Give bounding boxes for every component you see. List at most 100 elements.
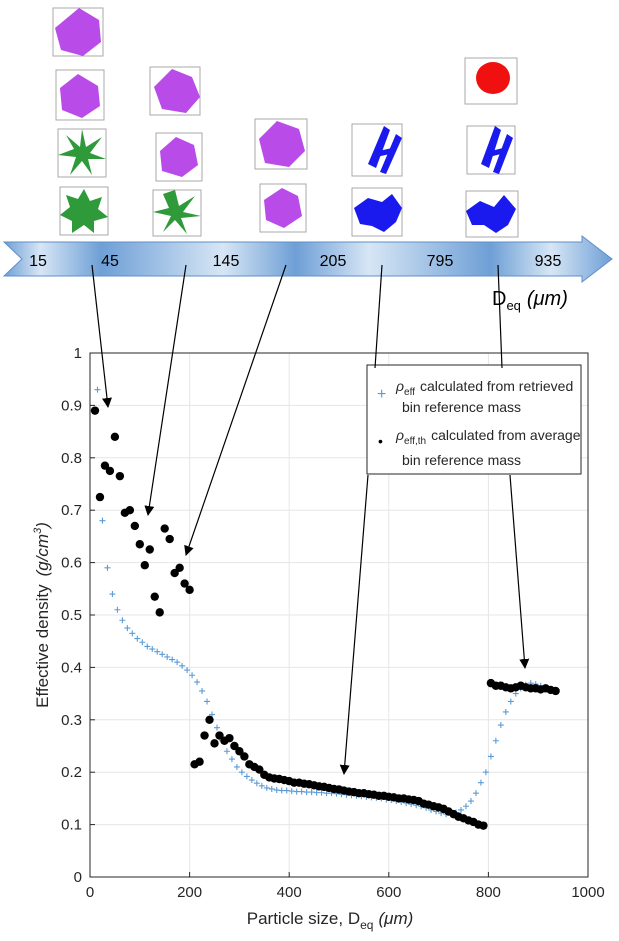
data-point-plus <box>223 748 230 755</box>
data-point-plus <box>228 756 235 763</box>
data-point-plus <box>134 635 141 642</box>
data-point-dot <box>145 545 154 554</box>
y-axis-label: Effective density (g/cm3) <box>32 522 52 708</box>
data-point-plus <box>139 639 146 646</box>
data-point-plus <box>487 753 494 760</box>
data-point-plus <box>204 698 211 705</box>
data-point-plus <box>492 737 499 744</box>
particle-hexagon-icon <box>149 66 201 116</box>
data-point-dot <box>150 592 159 601</box>
y-tick-label: 0.6 <box>61 555 82 572</box>
pointer-arrow-795-935-lower <box>509 474 530 669</box>
data-point-plus <box>149 646 156 653</box>
data-point-plus <box>233 763 240 770</box>
pointer-arrows <box>91 264 530 775</box>
data-point-dot <box>100 461 110 470</box>
x-tick-label: 0 <box>86 884 94 901</box>
arrow-size-label: 795 <box>427 253 454 270</box>
data-point-plus <box>213 724 220 731</box>
size-arrow-labels: 15 45 145 205 795 935 <box>29 253 561 270</box>
data-point-plus <box>119 617 126 624</box>
data-point-plus <box>462 803 469 810</box>
data-point-plus <box>258 782 265 789</box>
size-scale-arrow: 15 45 145 205 795 935 Deq (μm) <box>2 234 613 313</box>
legend-text-2a: calculated from average <box>431 427 581 443</box>
x-tick-label: 800 <box>476 884 501 901</box>
particle-star-icon <box>152 189 202 237</box>
data-point-plus <box>184 667 191 674</box>
x-tick-label: 200 <box>177 884 202 901</box>
particle-illustrations <box>52 7 519 238</box>
data-point-plus <box>129 630 136 637</box>
particle-hexagon-icon <box>55 69 105 121</box>
legend-text-1b: bin reference mass <box>402 399 521 415</box>
data-point-dot <box>105 466 115 476</box>
pointer-arrow-145-205 <box>184 264 287 556</box>
data-point-plus <box>104 564 111 571</box>
data-point-plus <box>512 690 519 697</box>
data-point-plus <box>497 722 504 729</box>
legend-text-2b: bin reference mass <box>402 452 521 468</box>
data-point-dot <box>170 568 179 578</box>
data-point-dot <box>110 432 120 442</box>
x-tick-label: 1000 <box>571 884 604 901</box>
data-point-plus <box>99 517 106 524</box>
x-tick-labels: 0 200 400 600 800 1000 <box>86 884 605 901</box>
data-point-plus <box>124 625 131 632</box>
data-point-plus <box>248 777 255 784</box>
data-point-dot <box>165 534 174 544</box>
y-tick-label: 0.5 <box>61 607 82 624</box>
arrow-size-label: 45 <box>101 253 119 270</box>
particle-star-icon <box>57 128 107 178</box>
y-tick-label: 0.9 <box>61 397 82 414</box>
data-point-dot <box>115 471 125 481</box>
particle-column-icon <box>465 190 519 238</box>
y-tick-label: 0.8 <box>61 450 82 467</box>
data-point-plus <box>238 769 245 776</box>
x-axis-label: Particle size, Deq (μm) <box>247 909 414 932</box>
y-tick-label: 0.7 <box>61 502 82 519</box>
y-axis-label-sup: 3 <box>32 527 44 534</box>
data-point-dot <box>235 747 244 756</box>
particle-sphere-icon <box>464 57 518 105</box>
data-point-dot <box>155 608 164 617</box>
arrow-size-label: 145 <box>213 253 240 270</box>
data-point-plus <box>253 780 260 787</box>
y-tick-label: 1 <box>74 345 82 362</box>
particle-column-icon <box>351 187 403 237</box>
data-point-plus <box>174 659 181 666</box>
particle-hexagon-icon <box>155 132 203 182</box>
data-point-plus <box>458 806 465 813</box>
data-point-dot <box>255 765 264 774</box>
data-point-dot <box>185 585 194 595</box>
axis-ticks <box>89 352 589 878</box>
legend-marker-plus: + <box>377 386 386 403</box>
data-point-plus <box>502 708 509 715</box>
pointer-arrow-205-795 <box>374 264 383 369</box>
data-point-plus <box>477 779 484 786</box>
data-point-dot <box>130 521 140 531</box>
data-point-plus <box>467 798 474 805</box>
legend-rho-symbol: ρ <box>395 378 404 394</box>
y-axis-label-unit: (g/cm <box>33 534 52 577</box>
legend-entry-1: ρeff calculated from retrieved <box>395 378 573 398</box>
x-tick-label: 400 <box>277 884 302 901</box>
data-point-dot <box>180 579 189 588</box>
series-eff-th-average <box>90 406 560 830</box>
data-point-dot <box>135 540 144 549</box>
pointer-arrow-45-145 <box>144 264 187 516</box>
pointer-arrow-15-45 <box>91 264 112 408</box>
data-point-dot <box>240 752 249 761</box>
data-point-dot <box>125 506 135 515</box>
arrow-unit-tail: (μm) <box>527 288 568 310</box>
particle-column-icon <box>466 125 516 175</box>
data-point-plus <box>154 648 161 655</box>
pointer-arrow-795-935 <box>497 264 503 369</box>
y-axis-label-main: Effective density <box>33 584 52 708</box>
arrow-size-label: 205 <box>320 253 347 270</box>
y-axis-label-close: ) <box>33 522 52 530</box>
particle-hexagon-icon <box>254 118 308 170</box>
data-point-plus <box>109 591 116 598</box>
arrow-size-label: 15 <box>29 253 47 270</box>
